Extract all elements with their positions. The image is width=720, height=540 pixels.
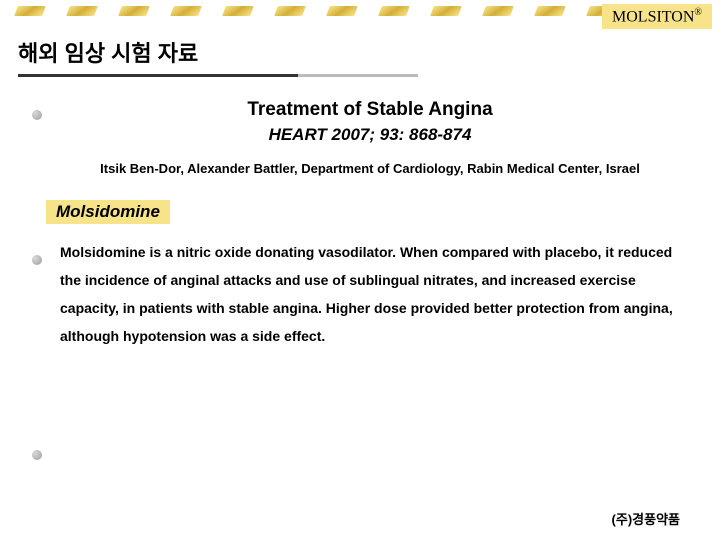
- section-heading: Molsidomine: [46, 200, 170, 224]
- gold-bar-icon: [14, 6, 46, 16]
- brand-name: MOLSITON: [612, 8, 694, 25]
- gold-bar-icon: [118, 6, 150, 16]
- paper-citation: HEART 2007; 93: 868-874: [60, 125, 680, 145]
- paper-authors: Itsik Ben-Dor, Alexander Battler, Depart…: [60, 161, 680, 176]
- brand-registered: ®: [694, 7, 702, 18]
- body-paragraph: Molsidomine is a nitric oxide donating v…: [60, 238, 680, 350]
- paper-title: Treatment of Stable Angina: [60, 99, 680, 121]
- slide-title: 해외 임상 시험 자료: [18, 36, 720, 68]
- title-underline: [18, 74, 418, 77]
- gold-bar-icon: [326, 6, 358, 16]
- main-content: Treatment of Stable Angina HEART 2007; 9…: [0, 99, 720, 350]
- gold-bar-icon: [430, 6, 462, 16]
- gold-bar-icon: [170, 6, 202, 16]
- bullet-icon: [32, 255, 42, 265]
- bullet-icon: [32, 110, 42, 120]
- bullet-icon: [32, 450, 42, 460]
- gold-bar-icon: [482, 6, 514, 16]
- company-footer: (주)경풍약품: [612, 509, 680, 528]
- gold-bar-icon: [378, 6, 410, 16]
- gold-bar-icon: [66, 6, 98, 16]
- gold-bar-icon: [274, 6, 306, 16]
- gold-bar-icon: [222, 6, 254, 16]
- brand-badge: MOLSITON®: [602, 4, 712, 29]
- gold-bar-icon: [534, 6, 566, 16]
